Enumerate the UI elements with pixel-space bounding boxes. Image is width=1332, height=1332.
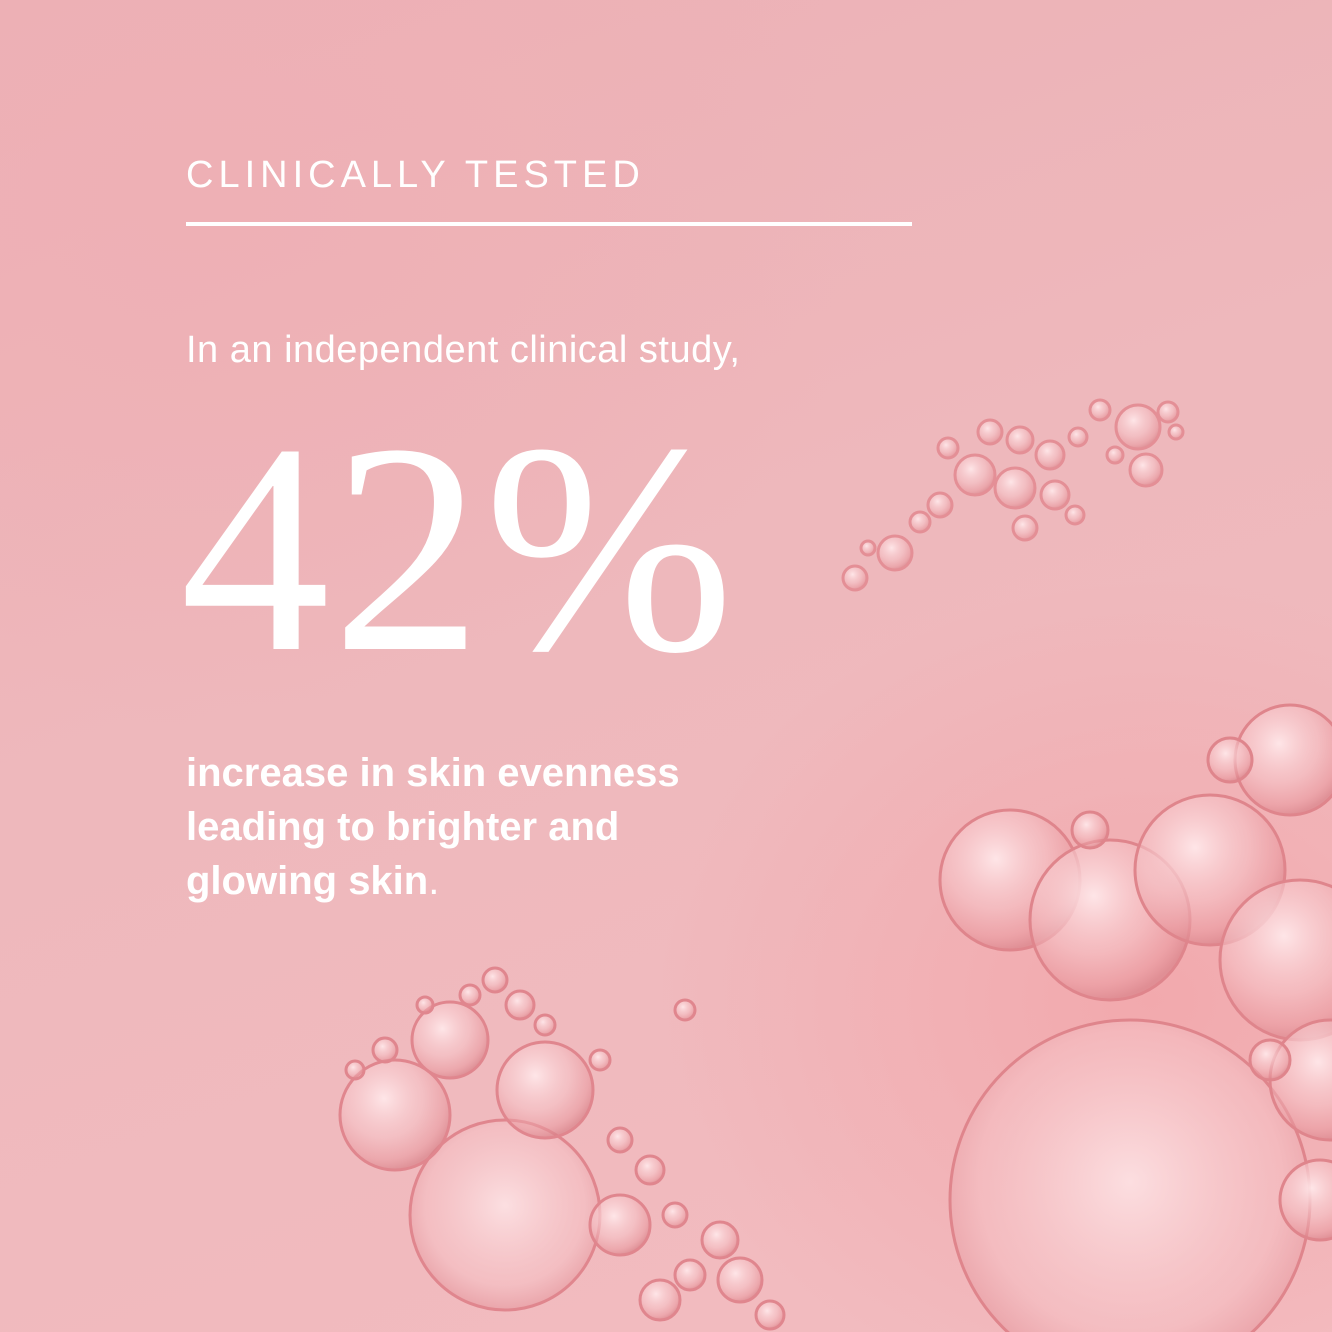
stat-description-line: leading to brighter and: [186, 805, 620, 849]
intro-text: In an independent clinical study,: [186, 329, 741, 371]
stat-value: 42%: [180, 382, 736, 714]
bubble-cluster-top: [841, 398, 1185, 592]
stat-description-text: glowing skin: [186, 859, 429, 903]
stat-description-line: increase in skin evenness: [186, 751, 680, 795]
stat-description-line: glowing skin.: [186, 854, 826, 908]
bubble-cluster-bottom-right: [938, 703, 1332, 1332]
eyebrow-label: CLINICALLY TESTED: [186, 154, 645, 196]
bubble-cluster-bottom-left: [338, 966, 786, 1331]
headline-block: CLINICALLY TESTED In an independent clin…: [180, 150, 966, 908]
stat-description-period: .: [428, 859, 440, 903]
stat-description: increase in skin evenness leading to bri…: [186, 746, 826, 908]
divider: [186, 222, 912, 226]
